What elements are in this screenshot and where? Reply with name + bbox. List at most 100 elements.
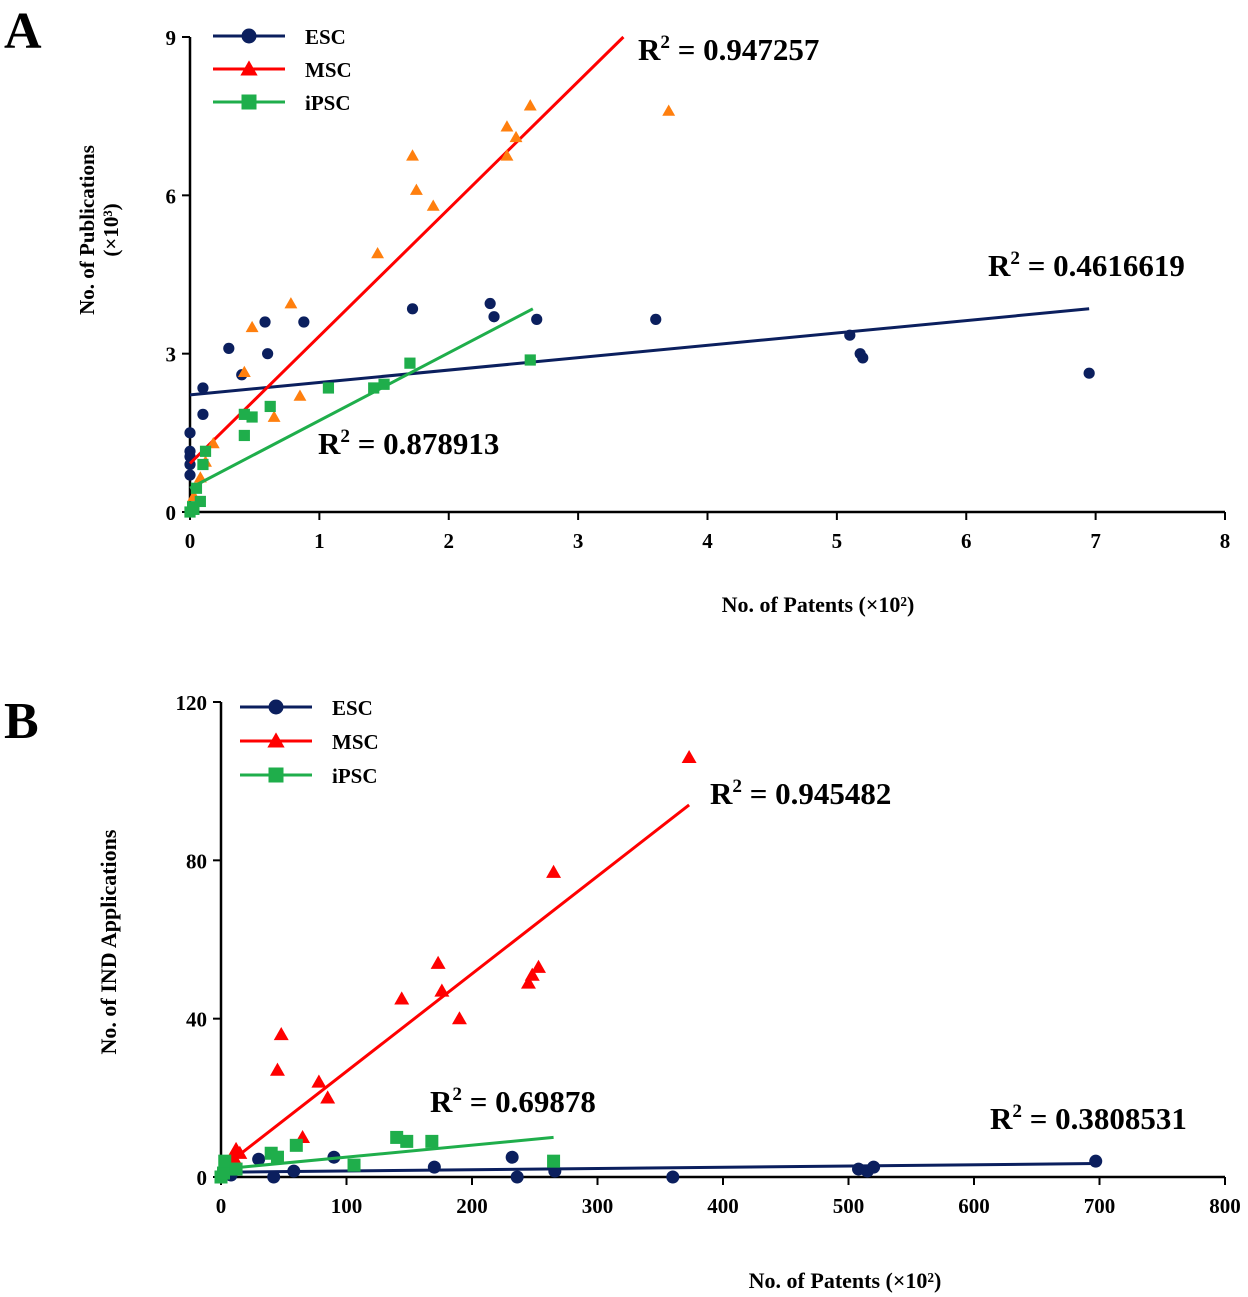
r2-annotation-msc: R2 = 0.947257 <box>638 32 819 67</box>
legend-marker-esc <box>241 28 257 44</box>
y-axis-label-b: No. of IND Applications <box>96 829 121 1054</box>
data-point-esc <box>510 1170 524 1184</box>
r2-value: = 0.4616619 <box>1020 248 1185 283</box>
x-tick-label: 8 <box>1220 529 1231 553</box>
x-axis-label-a: No. of Patents (×10²) <box>722 592 915 617</box>
data-point-esc <box>666 1170 680 1184</box>
y-tick-label: 40 <box>186 1008 207 1032</box>
data-point-msc <box>430 955 446 969</box>
x-tick-label: 6 <box>961 529 972 553</box>
panel-label-b: B <box>4 693 39 750</box>
data-point-ipsc <box>524 354 536 366</box>
data-point-ipsc <box>368 382 380 394</box>
r2-value: = 0.947257 <box>670 32 819 67</box>
r2-annotation-esc: R2 = 0.3808531 <box>990 1101 1187 1136</box>
y-tick-label: 120 <box>176 691 208 715</box>
data-point-esc <box>867 1160 881 1174</box>
data-point-ipsc <box>347 1158 361 1172</box>
x-tick-label: 300 <box>582 1194 614 1218</box>
x-tick-label: 200 <box>456 1194 488 1218</box>
data-point-msc <box>284 297 298 309</box>
data-point-msc <box>270 1062 285 1076</box>
data-point-ipsc <box>378 378 390 390</box>
data-point-esc <box>197 408 209 420</box>
r2-annotation-ipsc: R2 = 0.69878 <box>430 1084 596 1119</box>
data-point-msc <box>451 1011 467 1025</box>
data-point-ipsc <box>194 495 206 508</box>
data-point-msc <box>426 199 440 211</box>
data-point-esc <box>484 297 496 310</box>
x-tick-label: 600 <box>958 1194 990 1218</box>
fit-line-esc <box>189 307 1090 397</box>
data-point-ipsc <box>270 1150 284 1164</box>
data-point-esc <box>259 316 271 328</box>
data-point-ipsc <box>404 357 416 369</box>
data-point-msc <box>394 991 410 1005</box>
r2-symbol: R <box>430 1084 453 1119</box>
data-point-ipsc <box>229 1162 243 1176</box>
r2-symbol: R <box>710 776 733 811</box>
data-point-msc <box>434 983 450 997</box>
data-point-esc <box>844 329 856 341</box>
data-point-esc <box>184 427 196 439</box>
y-tick-label: 0 <box>197 1166 208 1190</box>
r2-symbol: R <box>988 248 1011 283</box>
x-tick-label: 400 <box>707 1194 739 1218</box>
data-point-esc <box>298 316 310 328</box>
legend-marker-msc <box>267 732 285 748</box>
data-point-msc <box>500 120 514 132</box>
data-point-msc <box>232 1145 248 1159</box>
data-point-esc <box>223 342 235 354</box>
r2-annotation-msc: R2 = 0.945482 <box>710 776 891 811</box>
y-axis-label-a-units: (×10³) <box>99 203 123 256</box>
r2-annotation-ipsc: R2 = 0.878913 <box>318 426 499 461</box>
r2-symbol: R <box>990 1101 1013 1136</box>
r2-annotation-esc: R2 = 0.4616619 <box>988 248 1185 283</box>
x-tick-label: 3 <box>573 529 584 553</box>
legend-label-ipsc: iPSC <box>332 764 378 788</box>
data-point-msc <box>237 365 251 377</box>
r2-value: = 0.878913 <box>350 426 499 461</box>
data-point-msc <box>531 959 546 973</box>
data-point-ipsc <box>425 1134 439 1148</box>
data-point-ipsc <box>199 445 212 457</box>
x-tick-label: 2 <box>444 529 455 553</box>
data-point-msc <box>311 1074 327 1088</box>
data-point-ipsc <box>190 482 203 494</box>
data-point-esc <box>650 313 662 325</box>
fit-line-msc <box>220 803 691 1171</box>
y-tick-label: 0 <box>166 501 177 525</box>
data-point-esc <box>427 1160 441 1174</box>
data-point-ipsc <box>217 1166 231 1180</box>
legend-label-msc: MSC <box>305 58 352 82</box>
r2-symbol: R <box>638 32 661 67</box>
legend-label-esc: ESC <box>332 696 373 720</box>
data-point-msc <box>320 1090 336 1104</box>
x-tick-label: 700 <box>1084 1194 1116 1218</box>
legend-marker-msc <box>240 60 258 76</box>
r2-superscript: 2 <box>660 32 670 53</box>
legend-label-msc: MSC <box>332 730 379 754</box>
data-point-ipsc <box>289 1138 303 1152</box>
data-point-esc <box>488 311 500 323</box>
y-tick-label: 6 <box>166 184 177 208</box>
data-point-esc <box>1089 1154 1103 1168</box>
data-point-msc <box>662 104 676 116</box>
x-tick-label: 4 <box>702 529 713 553</box>
data-point-msc <box>267 410 281 422</box>
x-tick-label: 0 <box>185 529 196 553</box>
data-point-ipsc <box>197 458 209 471</box>
data-point-msc <box>406 149 419 161</box>
r2-superscript: 2 <box>452 1084 462 1105</box>
r2-value: = 0.3808531 <box>1022 1101 1187 1136</box>
x-tick-label: 5 <box>832 529 843 553</box>
data-point-msc <box>509 130 523 143</box>
data-point-ipsc <box>246 411 258 423</box>
legend-marker-ipsc <box>241 94 257 110</box>
x-tick-label: 7 <box>1090 529 1101 553</box>
data-point-esc <box>184 469 196 481</box>
data-point-ipsc <box>264 400 276 413</box>
data-point-ipsc <box>322 382 335 394</box>
